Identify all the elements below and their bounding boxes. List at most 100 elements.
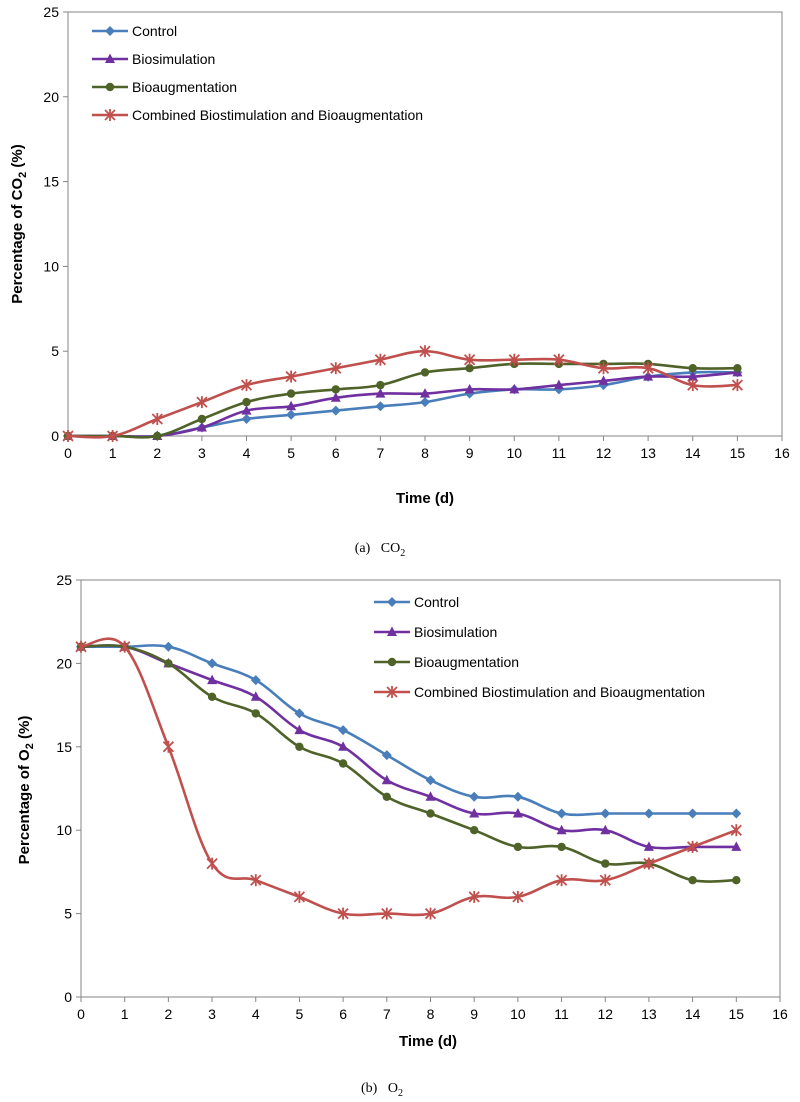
chart-0-legend-label-3: Combined Biostimulation and Bioaugmentat…	[132, 107, 423, 123]
chart-1-y-tick-label: 5	[64, 906, 72, 922]
chart-1-series-2-point	[470, 826, 479, 835]
chart-1-x-tick-label: 11	[554, 1006, 569, 1022]
chart-0-y-tick-label: 5	[51, 343, 59, 359]
chart-0-series-0-point	[420, 397, 430, 408]
chart-0-series-1-point	[420, 388, 430, 398]
chart-1-series-3-point	[555, 874, 568, 887]
chart-1-series-2-point	[251, 709, 260, 718]
chart-0-series-3-point	[330, 362, 342, 375]
chart-1-series-2-point	[557, 842, 566, 852]
chart-0-series-2-point	[733, 364, 742, 373]
chart-0-series-line-0	[68, 370, 738, 438]
chart-0-series-2-point	[465, 364, 474, 373]
chart-0-series-3-point	[285, 370, 297, 383]
chart-0-x-tick-label: 12	[596, 445, 612, 461]
chart-1-series-2-point	[601, 859, 610, 868]
chart-0-y-tick-label: 15	[43, 174, 59, 190]
chart-0-series-0-point	[330, 405, 341, 416]
chart-0-legend-marker-2	[105, 82, 115, 92]
chart-1-y-tick-label: 15	[56, 739, 72, 755]
chart-0-series-1-point	[286, 400, 297, 411]
chart-0-legend-marker-0	[105, 26, 115, 36]
chart-1-series-2-point	[338, 759, 348, 768]
chart-0-y-axis-label-sub: 2	[17, 172, 29, 178]
chart-1-legend-label-3: Combined Biostimulation and Bioaugmentat…	[414, 684, 705, 700]
chart-0-series-1-point	[196, 422, 207, 432]
chart-1-x-tick-label: 10	[510, 1006, 526, 1022]
o2-caption-text: O	[387, 1081, 398, 1096]
chart-1-x-tick-label: 7	[383, 1006, 391, 1022]
chart-0-legend-label-0: Control	[132, 23, 177, 39]
chart-1-series-0-point	[207, 658, 218, 669]
chart-1-series-3-point	[468, 890, 480, 903]
chart-1-x-tick-label: 14	[685, 1006, 701, 1022]
chart-0-series-2-point	[376, 380, 385, 390]
chart-1-series-line-2	[80, 644, 737, 883]
chart-0-legend-marker-3	[104, 109, 116, 121]
chart-0-x-tick-label: 6	[332, 445, 340, 461]
chart-1-x-tick-label: 12	[597, 1006, 613, 1022]
chart-1-y-axis-label: Percentage of O2 (%)	[16, 716, 36, 865]
chart-1-series-3-point	[250, 874, 262, 887]
chart-1-series-0-point	[687, 808, 698, 819]
chart-0-series-2-point	[420, 368, 430, 377]
chart-1-series-3-point	[730, 824, 742, 837]
chart-0-series-3-point	[106, 430, 119, 442]
chart-1-series-1-point	[556, 824, 567, 835]
chart-0-x-axis-label: Time (d)	[396, 490, 454, 507]
chart-0-series-3-point	[196, 396, 208, 409]
chart-0-x-tick-label: 7	[376, 445, 384, 461]
chart-1-series-2-point	[295, 742, 304, 751]
chart-1-series-3-point	[206, 857, 218, 870]
chart-0-series-3-point	[553, 353, 565, 366]
chart-1-series-0-point	[294, 708, 305, 719]
chart-0-y-axis-label-main: Percentage of CO	[9, 178, 26, 304]
chart-1-series-1-point	[381, 774, 392, 785]
chart-0-series-3-point	[642, 362, 654, 375]
chart-1-series-3-point	[424, 907, 437, 920]
chart-1-x-tick-label: 8	[427, 1006, 435, 1022]
chart-1-x-tick-label: 13	[641, 1006, 657, 1022]
chart-0-x-tick-label: 11	[552, 445, 567, 461]
chart-0-series-3-point	[240, 379, 253, 392]
chart-0-series-1-point	[509, 383, 520, 394]
chart-1-series-3-point	[293, 890, 306, 903]
chart-1-y-axis-label-unit: (%)	[16, 716, 33, 744]
chart-1-series-1-point	[512, 808, 523, 818]
o2-caption-label: (b)	[361, 1081, 378, 1096]
chart-0-series-1-point	[687, 371, 698, 381]
chart-1-series-3-point	[119, 640, 131, 653]
chart-0-y-tick-label: 0	[51, 428, 59, 444]
chart-1-series-0-point	[731, 808, 742, 819]
chart-0-series-0-point	[286, 409, 297, 420]
chart-1-legend-marker-2	[387, 657, 397, 667]
chart-0-series-1-point	[241, 405, 252, 415]
chart-0-series-3-point	[508, 353, 520, 366]
chart-1-series-0-point	[250, 675, 261, 686]
co2-chart-caption: (a) CO2	[0, 541, 780, 559]
chart-1-y-tick-label: 20	[56, 655, 72, 671]
chart-1-series-line-1	[80, 644, 737, 850]
chart-1-series-1-point	[425, 791, 436, 801]
chart-0-series-1-point	[330, 392, 341, 402]
chart-0-x-tick-label: 5	[287, 445, 295, 461]
chart-1-series-1-point	[207, 674, 218, 685]
chart-1-series-3-point	[337, 907, 349, 920]
chart-1-series-1-point	[600, 824, 611, 835]
chart-1-series-0-point	[338, 725, 349, 736]
chart-0-series-3-point	[597, 362, 610, 375]
chart-0-x-tick-label: 1	[109, 445, 117, 461]
chart-1-x-tick-label: 4	[252, 1006, 260, 1022]
chart-0-series-line-2	[68, 362, 738, 439]
chart-1-series-3-point	[643, 857, 655, 870]
chart-0-y-axis-label-unit: (%)	[9, 144, 26, 172]
chart-1-x-tick-label: 0	[77, 1006, 85, 1022]
chart-0-series-2-point	[197, 414, 207, 424]
o2-caption-sub: 2	[397, 1087, 403, 1099]
chart-1-series-3-point	[599, 874, 611, 887]
chart-1-y-axis-label-sub: 2	[24, 743, 36, 749]
chart-1-series-1-point	[731, 841, 742, 851]
chart-1-series-2-point	[382, 792, 391, 801]
co2-caption-label: (a)	[354, 541, 371, 556]
